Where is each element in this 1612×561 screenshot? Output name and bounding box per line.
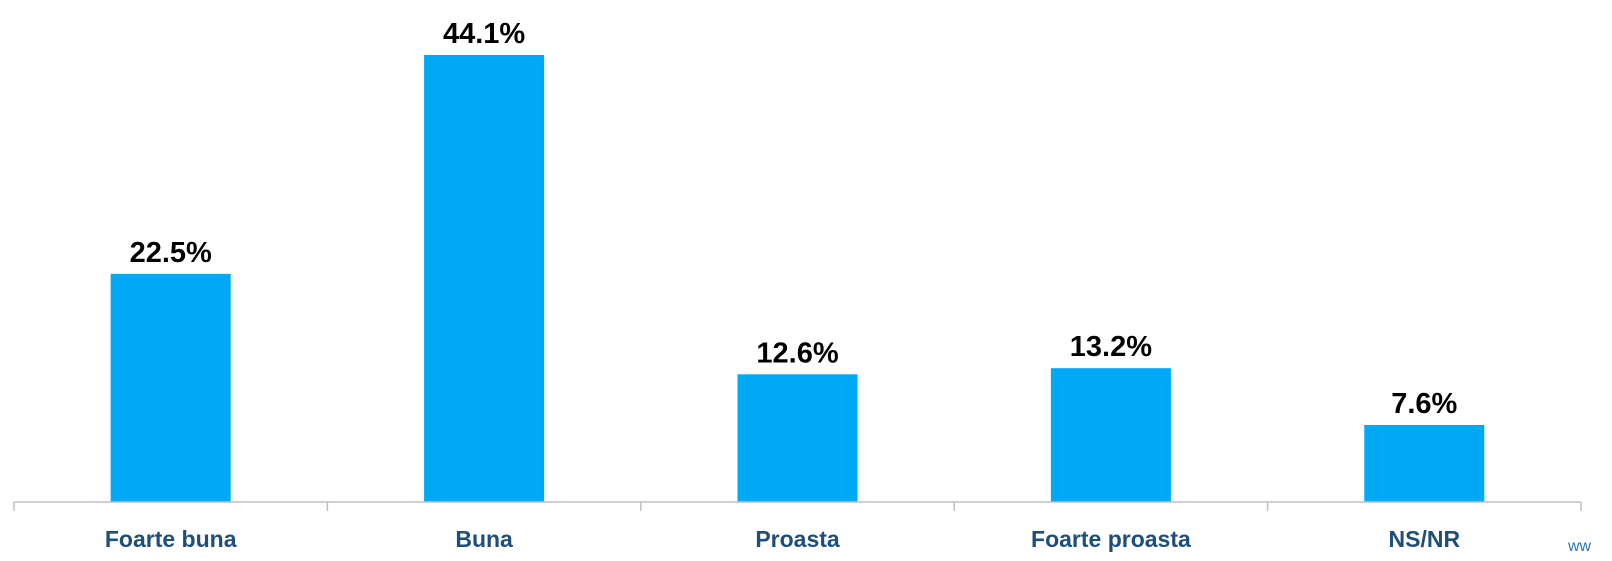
bars-group [110, 55, 1485, 502]
value-label-4: 13.2% [1070, 331, 1152, 363]
category-labels-group: Foarte buna Buna Proasta Foarte proasta NS/N… [105, 526, 1461, 552]
value-labels-group: 22.5% 44.1% 12.6% 13.2% 7.6% [130, 18, 1458, 420]
value-label-3: 12.6% [756, 337, 838, 369]
x-axis [13, 501, 1582, 511]
value-label-5: 7.6% [1391, 388, 1457, 420]
category-label-4: Foarte proasta [1031, 526, 1191, 552]
bar-2 [424, 55, 545, 502]
bar-5 [1364, 425, 1485, 502]
bar-3 [737, 374, 858, 502]
value-label-1: 22.5% [130, 237, 212, 269]
category-label-3: Proasta [755, 526, 840, 552]
category-label-2: Buna [455, 526, 513, 552]
category-label-5: NS/NR [1389, 526, 1461, 552]
watermark-text: ww [1567, 538, 1592, 555]
category-label-1: Foarte buna [105, 526, 237, 552]
bar-1 [110, 273, 231, 502]
value-label-2: 44.1% [443, 18, 525, 50]
bar-4 [1050, 368, 1171, 502]
